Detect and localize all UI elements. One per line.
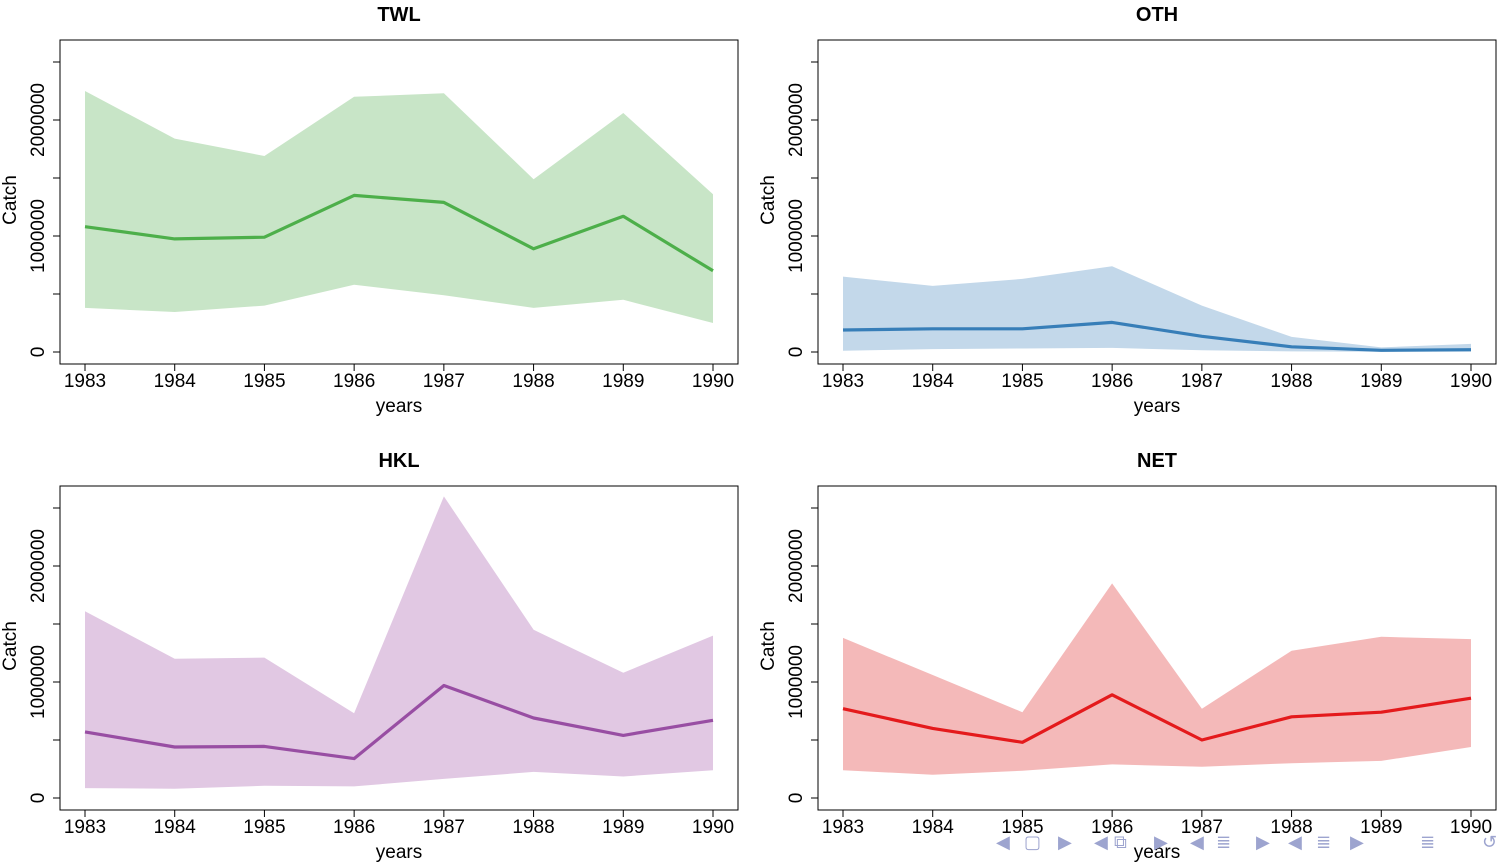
x-tick-label: 1985 xyxy=(243,817,285,838)
arrow-right-icon[interactable]: ▶ xyxy=(1154,832,1168,853)
x-tick-label: 1986 xyxy=(1091,371,1133,392)
arrow-left-icon[interactable]: ◀ xyxy=(1288,832,1302,853)
outline-icon[interactable]: ≣ xyxy=(1316,832,1332,853)
y-tick-label: 1000000 xyxy=(786,645,807,719)
x-axis-label: years xyxy=(1134,842,1180,863)
arrow-left-icon[interactable]: ◀ xyxy=(1094,832,1108,853)
y-tick-label: 2000000 xyxy=(786,83,807,157)
x-tick-label: 1983 xyxy=(822,817,864,838)
x-tick-label: 1990 xyxy=(692,817,734,838)
x-tick-label: 1987 xyxy=(1181,371,1223,392)
y-axis-label: Catch xyxy=(758,621,779,671)
chart-title: OTH xyxy=(1136,4,1178,26)
plot-frame xyxy=(817,39,1497,365)
chart-panel-net: NET 1983 1984 1985 1986 1987 1988 1989 1990 0 1000… xyxy=(758,450,1497,863)
y-axis-label: Catch xyxy=(0,621,21,671)
plot-frame xyxy=(817,485,1497,811)
y-axis-label: Catch xyxy=(0,175,21,225)
y-tick-label: 0 xyxy=(28,793,49,804)
frame-icon[interactable]: ▢ xyxy=(1024,832,1042,853)
x-axis-label: years xyxy=(376,842,422,863)
x-tick-label: 1985 xyxy=(1001,371,1043,392)
arrow-right-icon[interactable]: ▶ xyxy=(1256,832,1270,853)
beamer-navigation-bar[interactable]: ◀ ▢ ▶ ◀ ⧉ ▶ ◀ ≣ ▶ ◀ ≣ ▶ ≣ ↺ xyxy=(990,832,1507,860)
y-tick-label: 1000000 xyxy=(786,199,807,273)
x-tick-label: 1990 xyxy=(1450,371,1492,392)
arrow-right-icon[interactable]: ▶ xyxy=(1350,832,1364,853)
x-tick-label: 1983 xyxy=(64,371,106,392)
x-axis-label: years xyxy=(376,396,422,417)
x-tick-label: 1985 xyxy=(243,371,285,392)
x-tick-label: 1984 xyxy=(912,371,955,392)
x-tick-label: 1988 xyxy=(512,371,554,392)
section-icon[interactable]: ⧉ xyxy=(1114,832,1127,853)
x-tick-label: 1984 xyxy=(912,817,955,838)
y-tick-label: 0 xyxy=(28,347,49,358)
x-tick-label: 1986 xyxy=(333,371,375,392)
search-icon[interactable]: ≣ xyxy=(1420,832,1436,853)
x-tick-label: 1988 xyxy=(512,817,554,838)
mean-line xyxy=(842,693,1472,744)
x-tick-label: 1987 xyxy=(423,371,465,392)
x-tick-label: 1987 xyxy=(423,817,465,838)
y-tick-label: 1000000 xyxy=(28,199,49,273)
x-tick-label: 1989 xyxy=(602,371,644,392)
x-tick-label: 1984 xyxy=(154,371,197,392)
confidence-band xyxy=(843,266,1471,352)
y-tick-label: 1000000 xyxy=(28,645,49,719)
x-tick-label: 1988 xyxy=(1270,371,1312,392)
x-tick-label: 1990 xyxy=(692,371,734,392)
plot-frame xyxy=(59,485,739,811)
x-tick-label: 1990 xyxy=(1450,817,1492,838)
x-tick-label: 1989 xyxy=(1360,817,1402,838)
x-tick-label: 1983 xyxy=(822,371,864,392)
arrow-left-icon[interactable]: ◀ xyxy=(1190,832,1204,853)
y-tick-label: 2000000 xyxy=(28,83,49,157)
mean-line xyxy=(842,320,1472,352)
arrow-left-icon[interactable]: ◀ xyxy=(996,832,1010,853)
x-axis-label: years xyxy=(1134,396,1180,417)
y-tick-label: 0 xyxy=(786,793,807,804)
confidence-band xyxy=(85,496,713,789)
chart-title: HKL xyxy=(378,450,419,472)
chart-title: TWL xyxy=(377,4,420,26)
plot-frame xyxy=(59,39,739,365)
y-tick-label: 0 xyxy=(786,347,807,358)
x-tick-label: 1989 xyxy=(1360,371,1402,392)
mean-line xyxy=(84,193,714,273)
back-icon[interactable]: ↺ xyxy=(1482,832,1498,853)
chart-panel-oth: OTH 1983 1984 1985 1986 1987 1988 1989 1990 0 1000… xyxy=(758,4,1497,417)
chart-panel-twl: TWL 1983 1984 1985 1986 1987 1988 1989 1990 0 1000… xyxy=(0,4,739,417)
arrow-right-icon[interactable]: ▶ xyxy=(1058,832,1072,853)
x-tick-label: 1989 xyxy=(602,817,644,838)
mean-line xyxy=(84,683,714,761)
x-tick-label: 1984 xyxy=(154,817,197,838)
chart-panel-hkl: HKL 1983 1984 1985 1986 1987 1988 1989 1990 0 1000… xyxy=(0,450,739,863)
subsection-icon[interactable]: ≣ xyxy=(1216,832,1232,853)
x-tick-label: 1987 xyxy=(1181,817,1223,838)
y-axis-label: Catch xyxy=(758,175,779,225)
y-tick-label: 2000000 xyxy=(786,529,807,603)
confidence-band xyxy=(85,91,713,323)
x-tick-label: 1986 xyxy=(1091,817,1133,838)
y-tick-label: 2000000 xyxy=(28,529,49,603)
x-tick-label: 1985 xyxy=(1001,817,1043,838)
confidence-band xyxy=(843,583,1471,775)
x-tick-label: 1986 xyxy=(333,817,375,838)
x-tick-label: 1983 xyxy=(64,817,106,838)
chart-title: NET xyxy=(1137,450,1177,472)
x-tick-label: 1988 xyxy=(1270,817,1312,838)
